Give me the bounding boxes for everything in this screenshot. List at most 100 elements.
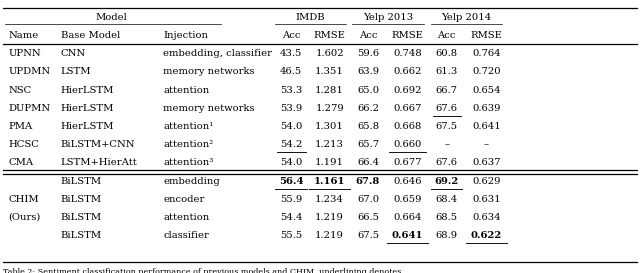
Text: 0.654: 0.654 <box>472 86 500 94</box>
Text: 1.234: 1.234 <box>315 195 344 204</box>
Text: IMDB: IMDB <box>296 13 325 22</box>
Text: 65.0: 65.0 <box>357 86 379 94</box>
Text: 56.4: 56.4 <box>279 177 303 186</box>
Text: 1.219: 1.219 <box>315 213 344 222</box>
Text: CHIM: CHIM <box>8 195 39 204</box>
Text: 1.191: 1.191 <box>315 158 344 167</box>
Text: memory networks: memory networks <box>163 104 255 113</box>
Text: 66.7: 66.7 <box>436 86 458 94</box>
Text: 1.161: 1.161 <box>314 177 346 186</box>
Text: 65.8: 65.8 <box>357 122 379 131</box>
Text: 0.622: 0.622 <box>471 231 502 240</box>
Text: 0.720: 0.720 <box>472 67 500 76</box>
Text: 0.629: 0.629 <box>472 177 500 186</box>
Text: 67.8: 67.8 <box>356 177 380 186</box>
Text: encoder: encoder <box>163 195 205 204</box>
Text: 68.5: 68.5 <box>436 213 458 222</box>
Text: 54.2: 54.2 <box>280 140 302 149</box>
Text: Name: Name <box>8 31 38 40</box>
Text: UPNN: UPNN <box>8 49 41 58</box>
Text: classifier: classifier <box>163 231 209 240</box>
Text: Acc: Acc <box>282 31 300 40</box>
Text: RMSE: RMSE <box>314 31 346 40</box>
Text: 55.5: 55.5 <box>280 231 302 240</box>
Text: HCSC: HCSC <box>8 140 39 149</box>
Text: 53.3: 53.3 <box>280 86 302 94</box>
Text: Yelp 2013: Yelp 2013 <box>363 13 413 22</box>
Text: attention: attention <box>163 213 209 222</box>
Text: Acc: Acc <box>359 31 377 40</box>
Text: 0.646: 0.646 <box>394 177 422 186</box>
Text: Model: Model <box>95 13 127 22</box>
Text: 66.4: 66.4 <box>357 158 379 167</box>
Text: 68.4: 68.4 <box>436 195 458 204</box>
Text: BiLSTM: BiLSTM <box>61 231 102 240</box>
Text: 55.9: 55.9 <box>280 195 302 204</box>
Text: 1.351: 1.351 <box>315 67 344 76</box>
Text: 0.667: 0.667 <box>394 104 422 113</box>
Text: 1.213: 1.213 <box>315 140 344 149</box>
Text: 67.5: 67.5 <box>357 231 379 240</box>
Text: 66.2: 66.2 <box>357 104 379 113</box>
Text: attention³: attention³ <box>163 158 214 167</box>
Text: 0.660: 0.660 <box>394 140 422 149</box>
Text: BiLSTM: BiLSTM <box>61 177 102 186</box>
Text: RMSE: RMSE <box>392 31 424 40</box>
Text: 0.748: 0.748 <box>394 49 422 58</box>
Text: 67.5: 67.5 <box>436 122 458 131</box>
Text: Yelp 2014: Yelp 2014 <box>442 13 492 22</box>
Text: 54.4: 54.4 <box>280 213 303 222</box>
Text: 63.9: 63.9 <box>357 67 379 76</box>
Text: RMSE: RMSE <box>470 31 502 40</box>
Text: –: – <box>484 140 489 149</box>
Text: Table 2: Sentiment classification performance of previous models and CHIM, under: Table 2: Sentiment classification perfor… <box>3 268 401 273</box>
Text: 0.634: 0.634 <box>472 213 500 222</box>
Text: 0.641: 0.641 <box>472 122 500 131</box>
Text: CNN: CNN <box>61 49 86 58</box>
Text: 0.764: 0.764 <box>472 49 500 58</box>
Text: 69.2: 69.2 <box>435 177 459 186</box>
Text: 1.279: 1.279 <box>316 104 344 113</box>
Text: 1.219: 1.219 <box>315 231 344 240</box>
Text: (Ours): (Ours) <box>8 213 41 222</box>
Text: NSC: NSC <box>8 86 31 94</box>
Text: 0.692: 0.692 <box>394 86 422 94</box>
Text: attention²: attention² <box>163 140 214 149</box>
Text: 46.5: 46.5 <box>280 67 302 76</box>
Text: 61.3: 61.3 <box>436 67 458 76</box>
Text: 1.281: 1.281 <box>315 86 344 94</box>
Text: 0.662: 0.662 <box>394 67 422 76</box>
Text: LSTM: LSTM <box>61 67 92 76</box>
Text: 0.637: 0.637 <box>472 158 500 167</box>
Text: 0.677: 0.677 <box>394 158 422 167</box>
Text: 65.7: 65.7 <box>357 140 379 149</box>
Text: BiLSTM: BiLSTM <box>61 213 102 222</box>
Text: attention¹: attention¹ <box>163 122 214 131</box>
Text: 0.668: 0.668 <box>394 122 422 131</box>
Text: PMA: PMA <box>8 122 33 131</box>
Text: HierLSTM: HierLSTM <box>61 122 114 131</box>
Text: –: – <box>444 140 449 149</box>
Text: 67.6: 67.6 <box>436 104 458 113</box>
Text: 60.8: 60.8 <box>436 49 458 58</box>
Text: 43.5: 43.5 <box>280 49 302 58</box>
Text: BiLSTM: BiLSTM <box>61 195 102 204</box>
Text: 53.9: 53.9 <box>280 104 302 113</box>
Text: Base Model: Base Model <box>61 31 120 40</box>
Text: 0.631: 0.631 <box>472 195 500 204</box>
Text: embedding: embedding <box>163 177 220 186</box>
Text: 1.602: 1.602 <box>316 49 344 58</box>
Text: attention: attention <box>163 86 209 94</box>
Text: embedding, classifier: embedding, classifier <box>163 49 272 58</box>
Text: 0.639: 0.639 <box>472 104 500 113</box>
Text: 59.6: 59.6 <box>357 49 379 58</box>
Text: 0.659: 0.659 <box>394 195 422 204</box>
Text: 66.5: 66.5 <box>357 213 379 222</box>
Text: Injection: Injection <box>163 31 208 40</box>
Text: 0.664: 0.664 <box>394 213 422 222</box>
Text: 0.641: 0.641 <box>392 231 424 240</box>
Text: Acc: Acc <box>438 31 456 40</box>
Text: 54.0: 54.0 <box>280 158 302 167</box>
Text: BiLSTM+CNN: BiLSTM+CNN <box>61 140 135 149</box>
Text: 1.301: 1.301 <box>315 122 344 131</box>
